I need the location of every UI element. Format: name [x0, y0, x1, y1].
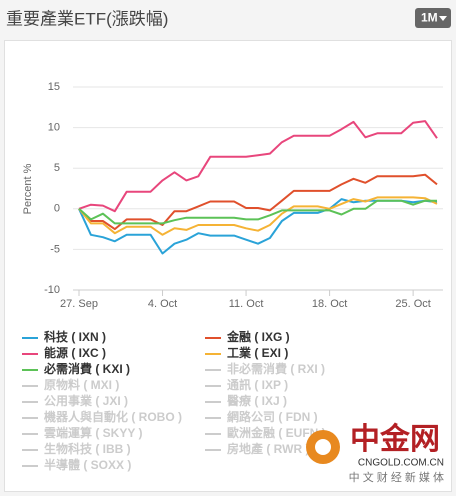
- legend-label: 必需消費 ( KXI ): [43, 361, 130, 376]
- legend-label: 通訊 ( IXP ): [227, 377, 288, 392]
- y-tick-label: -10: [44, 284, 60, 296]
- x-tick-label: 11. Oct: [229, 298, 264, 310]
- brand: 中金网: [350, 422, 440, 456]
- legend-label: 歐洲金融 ( EUFN ): [227, 425, 326, 440]
- legend-label: 原物料 ( MXI ): [44, 377, 119, 392]
- y-tick-label: 5: [54, 162, 60, 174]
- legend-label: 非必需消費 ( RXI ): [227, 361, 325, 376]
- legend-label: 金融 ( IXG ): [226, 329, 290, 344]
- legend-label: 科技 ( IXN ): [44, 329, 106, 344]
- x-tick-label: 4. Oct: [148, 298, 177, 310]
- logo-inner: [315, 439, 331, 455]
- legend-label: 半導體 ( SOXX ): [44, 457, 131, 472]
- series-line: [78, 173, 438, 231]
- series-line: [78, 120, 438, 213]
- legend-label: 生物科技 ( IBB ): [44, 441, 131, 456]
- legend: 科技 ( IXN ) 金融 ( IXG ) 能源 ( IXC ) 工業 ( EXI )…: [22, 329, 326, 472]
- y-tick-label: 10: [48, 122, 60, 134]
- legend-label: 能源 ( IXC ): [44, 345, 106, 360]
- legend-label: 房地產 ( RWR ): [227, 441, 309, 456]
- legend-label: 醫療 ( IXJ ): [227, 393, 287, 408]
- y-tick-label: -5: [50, 243, 60, 255]
- page-title: 重要產業ETF(漲跌幅): [6, 9, 168, 28]
- range-button-label[interactable]: 1M: [421, 11, 438, 25]
- watermark: 中金网 CNGOLD.COM.CN 中 文 财 经 新 媒 体: [306, 422, 444, 484]
- y-tick-label: 0: [54, 203, 60, 215]
- legend-label: 機器人與自動化 ( ROBO ): [44, 409, 182, 424]
- site: CNGOLD.COM.CN: [358, 458, 444, 469]
- slogan: 中 文 财 经 新 媒 体: [349, 470, 444, 484]
- legend-label: 工業 ( EXI ): [227, 345, 288, 360]
- x-tick-label: 25. Oct: [395, 298, 430, 310]
- series-line: [78, 196, 438, 236]
- plot: -10 -5 0 5 10 15 27. Sep 4. Oct 11. Oct 18. Oct 25…: [44, 81, 443, 310]
- dropdown-arrow: [439, 16, 447, 21]
- card: [4, 40, 452, 492]
- y-tick-label: 15: [48, 81, 60, 93]
- legend-label: 公用事業 ( JXI ): [44, 393, 128, 408]
- y-axis-label: Percent %: [22, 163, 34, 214]
- x-tick-label: 18. Oct: [312, 298, 347, 310]
- x-tick-label: 27. Sep: [60, 298, 98, 310]
- range-button[interactable]: [415, 8, 451, 28]
- series-line: [78, 199, 437, 225]
- legend-label: 雲端運算 ( SKYY ): [44, 425, 142, 440]
- legend-label: 網路公司 ( FDN ): [227, 409, 318, 424]
